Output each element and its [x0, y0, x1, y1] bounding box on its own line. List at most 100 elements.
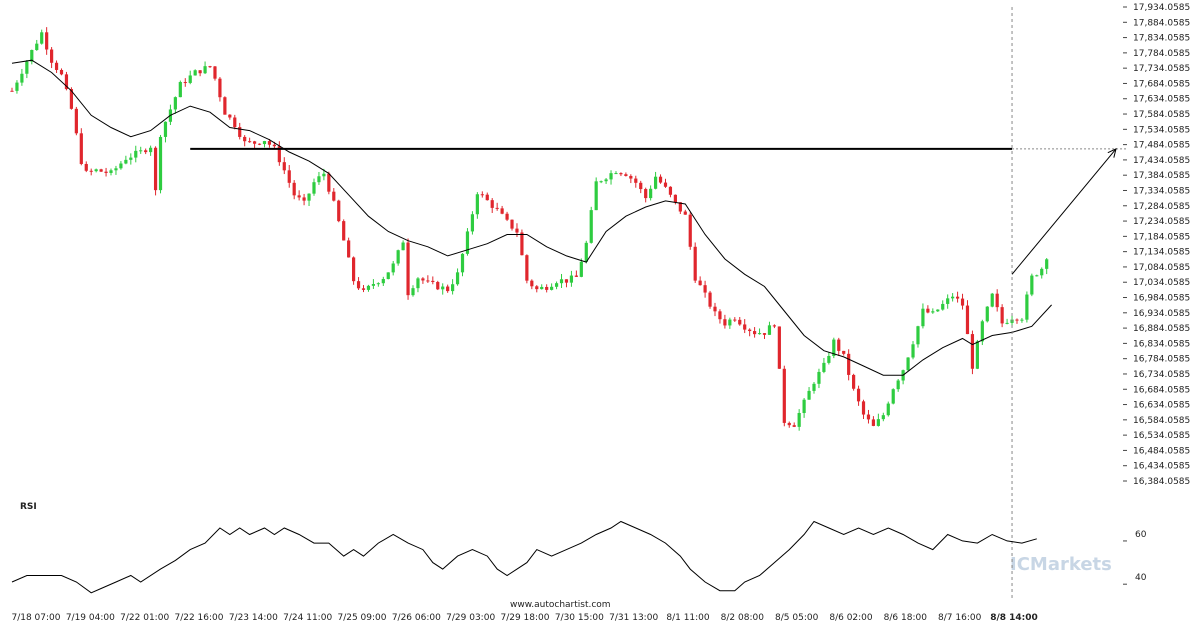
candle-body	[262, 141, 267, 145]
candle-body	[995, 293, 999, 308]
candle-body	[104, 171, 108, 173]
candle-body	[837, 339, 841, 351]
candle-body	[985, 306, 989, 322]
candle-body	[153, 147, 158, 191]
price-tick-label: 16,884.0585	[1133, 324, 1190, 334]
candle-body	[589, 210, 593, 243]
candle-body	[787, 422, 791, 426]
candle-body	[50, 49, 54, 63]
candle-body	[228, 114, 232, 118]
price-tick-label: 16,734.0585	[1133, 370, 1190, 380]
time-tick-label: 7/24 11:00	[283, 613, 332, 623]
candle-body	[658, 176, 663, 183]
candle-body	[653, 176, 658, 189]
price-tick-label: 17,834.0585	[1133, 34, 1190, 44]
price-tick-label: 16,984.0585	[1133, 294, 1190, 304]
moving-average-line	[11, 59, 1052, 376]
candle-body	[891, 389, 895, 404]
candle-body	[970, 334, 975, 369]
candle-body	[322, 173, 326, 177]
candle-body	[223, 97, 227, 115]
time-tick-label: 7/23 14:00	[229, 613, 278, 623]
candle-body	[792, 425, 796, 427]
time-tick-label: 8/6 18:00	[884, 613, 928, 623]
candle-body	[243, 136, 247, 142]
candle-body	[287, 170, 291, 183]
time-tick-label: 7/30 15:00	[555, 613, 604, 623]
candle-body	[386, 272, 390, 280]
candle-body	[421, 278, 425, 281]
candle-body	[25, 61, 29, 74]
candle-body	[233, 117, 237, 128]
candle-body	[960, 298, 965, 306]
time-tick-label: 8/5 05:00	[775, 613, 819, 623]
candle-body	[510, 219, 514, 229]
candle-body	[748, 329, 752, 332]
candle-body	[614, 173, 618, 175]
time-tick-label: 8/2 08:00	[721, 613, 765, 623]
candle-body	[213, 66, 217, 79]
time-tick-label: 8/7 16:00	[938, 613, 982, 623]
candle-body	[460, 253, 465, 273]
candle-body	[198, 70, 202, 74]
time-tick-label: 7/22 01:00	[120, 613, 169, 623]
candle-body	[856, 388, 861, 402]
candle-body	[257, 143, 262, 145]
price-tick-label: 16,684.0585	[1133, 385, 1190, 395]
time-tick-label: 7/29 03:00	[446, 613, 495, 623]
candle-body	[475, 194, 479, 215]
candle-body	[480, 194, 484, 196]
price-tick-label: 17,084.0585	[1133, 263, 1190, 273]
price-tick-label: 17,684.0585	[1133, 79, 1190, 89]
candle-body	[416, 278, 420, 289]
candle-body	[881, 415, 885, 420]
candle-body	[990, 293, 994, 307]
candle-body	[767, 325, 772, 335]
candle-body	[163, 121, 168, 137]
rsi-tick-60: 60	[1135, 530, 1147, 540]
price-tick-label: 17,784.0585	[1133, 49, 1190, 59]
candle-body	[431, 280, 435, 282]
candle-body	[35, 43, 39, 50]
candle-body	[852, 374, 856, 389]
candle-body	[688, 214, 692, 247]
candle-body	[193, 70, 197, 76]
candle-body	[272, 144, 276, 147]
candle-body	[119, 163, 123, 169]
candle-body	[40, 32, 44, 44]
candle-body	[401, 242, 405, 251]
candle-body	[728, 319, 732, 326]
candle-body	[356, 281, 361, 289]
candle-body	[183, 82, 187, 84]
candle-body	[79, 133, 83, 164]
candle-body	[520, 232, 524, 256]
price-tick-label: 17,484.0585	[1133, 141, 1190, 151]
candle-body	[926, 308, 930, 313]
candle-body	[594, 181, 598, 211]
candle-body	[951, 296, 955, 299]
candle-body	[564, 279, 569, 283]
candle-body	[812, 383, 816, 391]
price-tick-label: 17,934.0585	[1133, 3, 1190, 13]
candle-body	[678, 202, 682, 212]
candle-body	[441, 286, 445, 290]
candle-body	[173, 97, 177, 110]
candle-body	[545, 286, 549, 290]
candle-body	[134, 150, 138, 158]
candle-body	[757, 333, 762, 335]
price-tick-label: 16,584.0585	[1133, 416, 1190, 426]
candle-body	[980, 321, 984, 342]
candle-body	[797, 413, 801, 427]
price-tick-label: 17,434.0585	[1133, 156, 1190, 166]
candle-body	[342, 221, 346, 241]
candle-body	[337, 200, 341, 222]
candle-body	[59, 69, 64, 75]
candle-body	[599, 181, 603, 183]
candle-body	[896, 380, 900, 390]
candle-body	[663, 182, 668, 187]
candle-body	[203, 66, 207, 74]
candle-body	[1045, 259, 1049, 269]
time-tick-label: 7/18 07:00	[11, 613, 60, 623]
candle-body	[84, 163, 88, 171]
